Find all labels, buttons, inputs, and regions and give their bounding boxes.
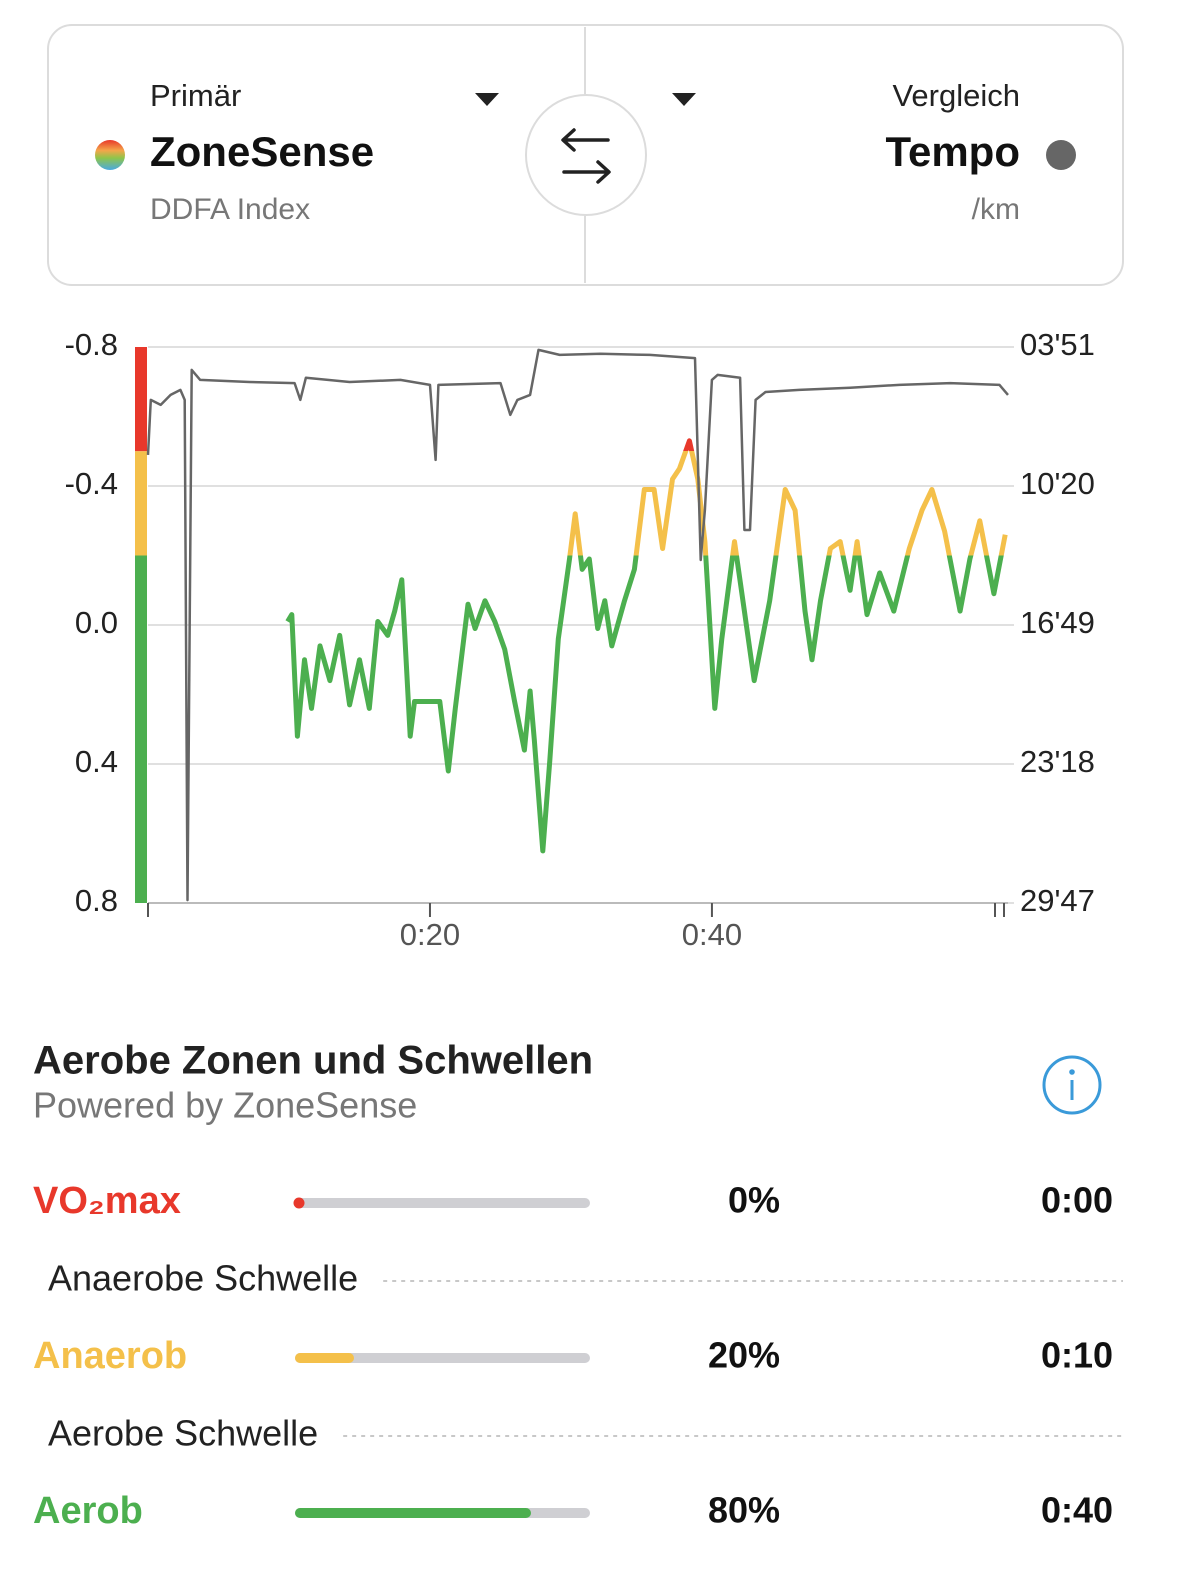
zone-name: Aerob — [33, 1490, 143, 1532]
compare-unit: /km — [972, 193, 1020, 226]
zone-band — [135, 451, 147, 556]
threshold-label: Aerobe Schwelle — [48, 1413, 318, 1454]
zone-time: 0:40 — [1041, 1490, 1113, 1531]
primary-label: Primär — [150, 78, 241, 113]
threshold-label: Anaerobe Schwelle — [48, 1258, 358, 1299]
compare-dot — [1046, 140, 1076, 170]
zone-time: 0:00 — [1041, 1180, 1113, 1221]
y-tick-label: -0.8 — [65, 327, 118, 362]
bar-track — [295, 1198, 590, 1208]
y-tick-label: 0.0 — [75, 605, 118, 640]
primary-unit: DDFA Index — [150, 193, 310, 226]
info-circle — [1042, 1055, 1102, 1115]
primary-dot — [95, 140, 125, 170]
compare-label: Vergleich — [892, 78, 1020, 113]
y2-tick-label: 03'51 — [1020, 327, 1095, 362]
x-tick-label: 0:40 — [682, 917, 742, 952]
zones-section: Aerobe Zonen und Schwellen Powered by Zo… — [33, 1039, 1123, 1532]
zone-name: Anaerob — [33, 1335, 187, 1377]
zone-time: 0:10 — [1041, 1335, 1113, 1376]
y-tick-label: 0.8 — [75, 883, 118, 918]
section-title: Aerobe Zonen und Schwellen — [33, 1039, 593, 1083]
compare-metric: Tempo — [885, 128, 1020, 175]
primary-metric: ZoneSense — [150, 128, 374, 175]
bar-track — [295, 1353, 590, 1363]
primary-selector[interactable]: Primär ZoneSense DDFA Index — [95, 78, 499, 226]
info-dot — [1069, 1069, 1075, 1075]
swap-button[interactable] — [525, 94, 647, 216]
x-tick-label: 0:20 — [400, 917, 460, 952]
y-tick-label: 0.4 — [75, 744, 118, 779]
y2-tick-label: 23'18 — [1020, 744, 1095, 779]
zone-band — [135, 347, 147, 452]
pace-line — [146, 348, 1009, 902]
metric-selector: Primär ZoneSense DDFA Index Vergleich Te… — [47, 24, 1124, 286]
info-button[interactable] — [1042, 1055, 1102, 1115]
swap-circle — [525, 94, 647, 216]
zone-percent: 20% — [708, 1335, 780, 1376]
section-subtitle: Powered by ZoneSense — [33, 1085, 417, 1126]
y2-tick-label: 16'49 — [1020, 605, 1095, 640]
y2-tick-label: 10'20 — [1020, 466, 1095, 501]
bar-fill — [293, 1197, 305, 1209]
zone-name: VO₂max — [33, 1180, 181, 1222]
compare-selector[interactable]: Vergleich Tempo /km — [672, 78, 1076, 226]
bar-fill — [295, 1353, 354, 1363]
chart: -0.8 -0.4 0.0 0.4 0.8 03'51 10'20 16'49 23'18 29'… — [65, 327, 1095, 952]
y-tick-label: -0.4 — [65, 466, 118, 501]
zone-percent: 0% — [728, 1180, 780, 1221]
ddfa-line — [285, 438, 1008, 854]
dropdown-arrow — [672, 93, 696, 106]
zone-percent: 80% — [708, 1490, 780, 1531]
zone-band — [135, 555, 147, 903]
dropdown-arrow — [475, 93, 499, 106]
bar-fill — [295, 1508, 531, 1518]
swap-icon — [561, 128, 611, 184]
y2-tick-label: 29'47 — [1020, 883, 1095, 918]
